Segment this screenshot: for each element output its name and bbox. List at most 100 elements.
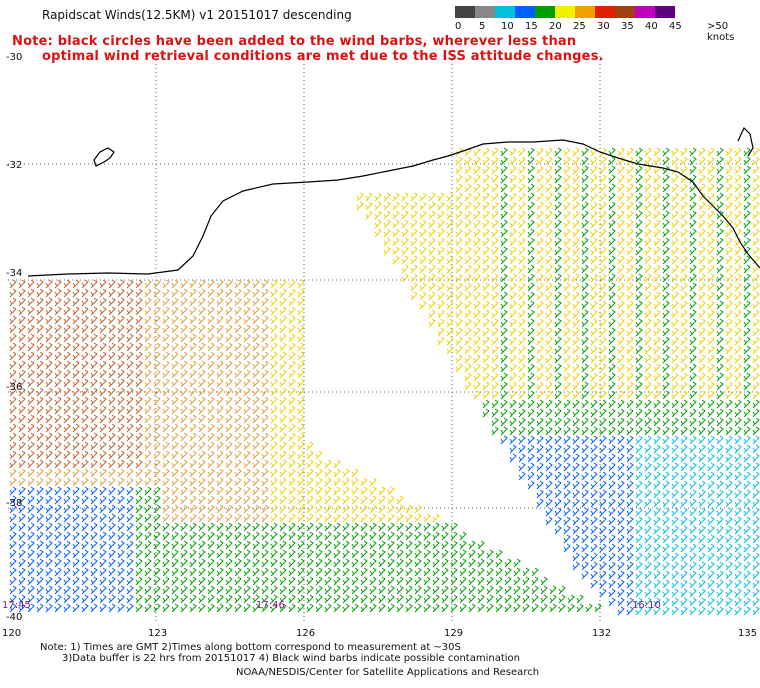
wind-barb bbox=[644, 156, 652, 166]
wind-barb bbox=[653, 237, 661, 247]
wind-barb bbox=[725, 390, 733, 400]
wind-barb bbox=[387, 531, 395, 541]
wind-barb bbox=[252, 468, 260, 478]
wind-barb bbox=[455, 309, 463, 319]
wind-barb bbox=[189, 549, 197, 559]
wind-barb bbox=[36, 513, 44, 523]
wind-barb bbox=[689, 354, 697, 364]
wind-barb bbox=[473, 228, 481, 238]
wind-barb bbox=[252, 585, 260, 595]
wind-barb bbox=[90, 378, 98, 388]
wind-barb bbox=[644, 165, 652, 175]
wind-barb bbox=[126, 279, 134, 289]
wind-barb bbox=[644, 561, 652, 571]
wind-barb bbox=[261, 378, 269, 388]
wind-barb bbox=[509, 399, 517, 409]
wind-barb bbox=[243, 459, 251, 469]
wind-barb bbox=[252, 360, 260, 370]
wind-barb bbox=[45, 351, 53, 361]
wind-barb bbox=[491, 228, 499, 238]
wind-barb bbox=[662, 534, 670, 544]
wind-barb bbox=[108, 531, 116, 541]
wind-barb bbox=[189, 558, 197, 568]
wind-barb bbox=[410, 282, 418, 292]
wind-barb bbox=[662, 372, 670, 382]
wind-barb bbox=[297, 531, 305, 541]
wind-barb bbox=[27, 594, 35, 604]
wind-barb bbox=[513, 558, 521, 568]
wind-barb bbox=[707, 246, 715, 256]
wind-barb bbox=[288, 594, 296, 604]
wind-barb bbox=[45, 288, 53, 298]
wind-barb bbox=[590, 264, 598, 274]
wind-barb bbox=[279, 495, 287, 505]
wind-barb bbox=[545, 228, 553, 238]
wind-barb bbox=[644, 462, 652, 472]
wind-barb bbox=[234, 558, 242, 568]
wind-barb bbox=[680, 453, 688, 463]
wind-barb bbox=[608, 183, 616, 193]
wind-barb bbox=[401, 210, 409, 220]
wind-barb bbox=[180, 477, 188, 487]
wind-barb bbox=[518, 264, 526, 274]
wind-barb bbox=[473, 147, 481, 157]
wind-barb bbox=[342, 567, 350, 577]
wind-barb bbox=[608, 327, 616, 337]
legend-label: 15 bbox=[525, 21, 538, 32]
wind-barb bbox=[590, 390, 598, 400]
wind-barb bbox=[72, 333, 80, 343]
wind-barb bbox=[644, 417, 652, 427]
wind-barb bbox=[725, 219, 733, 229]
wind-barb bbox=[117, 306, 125, 316]
wind-barb bbox=[324, 522, 332, 532]
wind-barb bbox=[671, 174, 679, 184]
wind-barb bbox=[446, 237, 454, 247]
wind-barb bbox=[698, 363, 706, 373]
wind-barb bbox=[752, 471, 760, 481]
wind-barb bbox=[716, 480, 724, 490]
wind-barb bbox=[162, 432, 170, 442]
wind-barb bbox=[126, 333, 134, 343]
wind-barb bbox=[288, 441, 296, 451]
wind-barb bbox=[207, 297, 215, 307]
wind-barb bbox=[153, 495, 161, 505]
wind-barbs bbox=[9, 147, 760, 616]
wind-barb bbox=[423, 540, 431, 550]
wind-barb bbox=[162, 315, 170, 325]
wind-barb bbox=[117, 522, 125, 532]
wind-barb bbox=[599, 282, 607, 292]
wind-barb bbox=[527, 444, 535, 454]
wind-barb bbox=[279, 432, 287, 442]
wind-barb bbox=[198, 567, 206, 577]
wind-barb bbox=[198, 585, 206, 595]
wind-barb bbox=[599, 480, 607, 490]
wind-barb bbox=[351, 477, 359, 487]
wind-barb bbox=[554, 435, 562, 445]
coastline-east bbox=[737, 126, 754, 157]
wind-barb bbox=[635, 570, 643, 580]
wind-barb bbox=[27, 360, 35, 370]
wind-barb bbox=[486, 585, 494, 595]
wind-barb bbox=[527, 354, 535, 364]
wind-barb bbox=[180, 351, 188, 361]
wind-barb bbox=[198, 441, 206, 451]
wind-barb bbox=[324, 576, 332, 586]
lat-label: -36 bbox=[6, 382, 23, 393]
wind-barb bbox=[743, 579, 751, 589]
wind-barb bbox=[644, 408, 652, 418]
wind-barb bbox=[554, 300, 562, 310]
wind-barb bbox=[216, 495, 224, 505]
wind-barb bbox=[306, 594, 314, 604]
wind-barb bbox=[198, 486, 206, 496]
wind-barb bbox=[387, 513, 395, 523]
wind-barb bbox=[599, 300, 607, 310]
wind-barb bbox=[405, 513, 413, 523]
wind-barb bbox=[635, 390, 643, 400]
wind-barb bbox=[396, 522, 404, 532]
wind-barb bbox=[545, 246, 553, 256]
wind-barb bbox=[716, 552, 724, 562]
wind-barb bbox=[162, 279, 170, 289]
wind-barb bbox=[518, 345, 526, 355]
wind-barb bbox=[644, 192, 652, 202]
wind-barb bbox=[500, 246, 508, 256]
